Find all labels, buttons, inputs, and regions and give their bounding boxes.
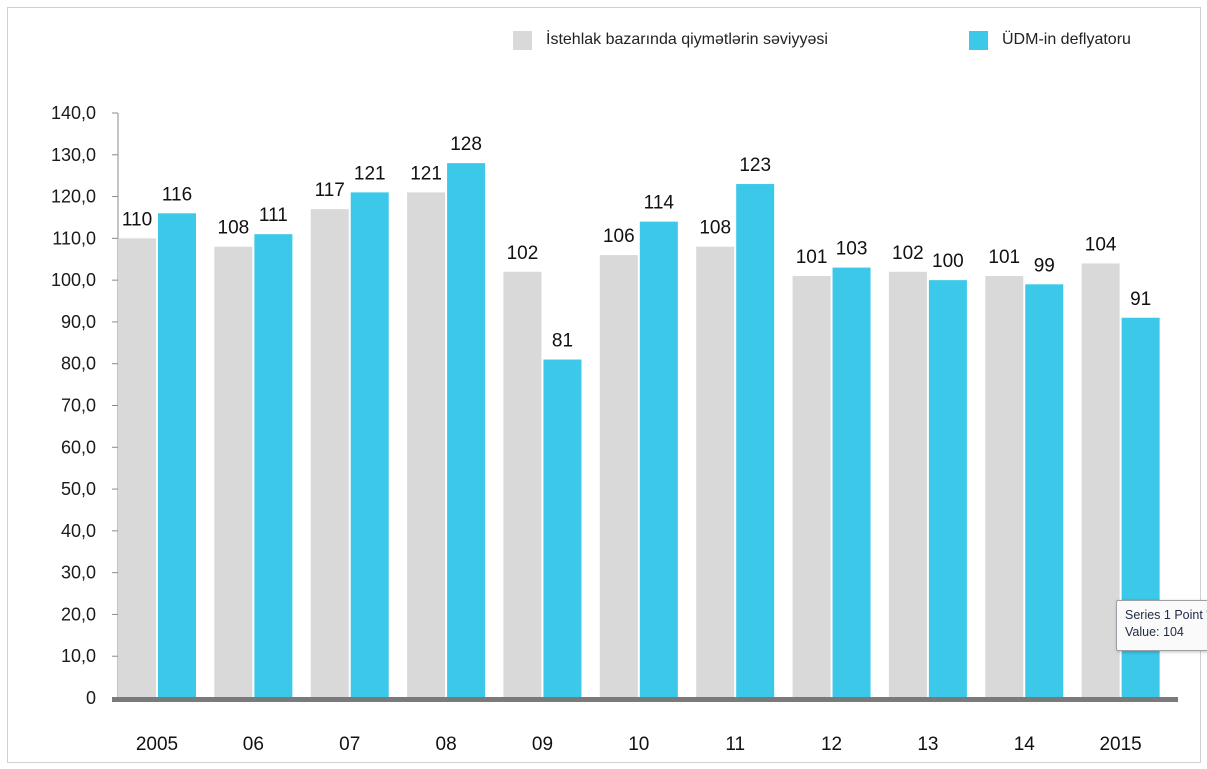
bar-series-2[interactable] <box>928 280 967 698</box>
y-tick-label: 40,0 <box>61 521 96 541</box>
data-label-series-1: 108 <box>699 218 731 239</box>
data-label-series-2: 116 <box>162 184 192 205</box>
bar-series-2[interactable] <box>350 192 389 698</box>
y-tick-label: 100,0 <box>51 270 96 290</box>
y-tick-label: 70,0 <box>61 396 96 416</box>
tooltip-value: Value: 104 <box>1125 625 1184 639</box>
y-tick-label: 80,0 <box>61 354 96 374</box>
data-label-series-1: 110 <box>122 209 152 230</box>
x-tick-label: 06 <box>243 734 264 755</box>
data-label-series-2: 114 <box>644 193 675 214</box>
legend-swatch-series-1 <box>513 30 532 50</box>
y-tick-label: 60,0 <box>61 437 96 457</box>
tooltip-series-point: Series 1 Point "2015" <box>1125 608 1207 622</box>
bar-series-1[interactable] <box>310 209 349 698</box>
bar-series-1[interactable] <box>792 275 831 698</box>
x-tick-label: 2005 <box>136 734 178 755</box>
bar-series-1[interactable] <box>503 271 542 698</box>
legend-item-series-1[interactable]: İstehlak bazarında qiymətlərin səviyyəsi <box>513 28 828 52</box>
y-tick-label: 30,0 <box>61 563 96 583</box>
bar-series-1[interactable] <box>599 255 638 699</box>
bar-series-2[interactable] <box>736 184 775 699</box>
data-label-series-1: 102 <box>507 243 539 264</box>
x-axis-line <box>112 697 1178 702</box>
bar-series-2[interactable] <box>639 221 678 698</box>
legend-label-series-2: ÜDM-in deflyatoru <box>1002 31 1131 48</box>
y-tick-label: 130,0 <box>51 145 96 165</box>
y-tick-label: 90,0 <box>61 312 96 332</box>
bar-series-2[interactable] <box>543 359 582 698</box>
bar-series-1[interactable] <box>214 246 253 698</box>
data-label-series-2: 99 <box>1034 255 1055 276</box>
x-tick-label: 12 <box>821 734 842 755</box>
bar-series-2[interactable] <box>447 163 486 699</box>
bar-series-1[interactable] <box>407 192 446 698</box>
x-tick-label: 08 <box>436 734 457 755</box>
bar-series-1[interactable] <box>118 238 156 698</box>
data-label-series-1: 104 <box>1085 234 1117 255</box>
bar-series-1[interactable] <box>888 271 927 698</box>
y-tick-label: 10,0 <box>61 646 96 666</box>
y-tick-label: 110,0 <box>52 228 96 248</box>
y-tick-label: 0 <box>86 688 96 708</box>
data-label-series-2: 103 <box>836 239 868 260</box>
data-label-series-1: 101 <box>796 247 828 268</box>
bar-series-2[interactable] <box>158 213 196 699</box>
data-label-series-2: 91 <box>1130 289 1151 310</box>
y-tick-label: 120,0 <box>51 187 96 207</box>
legend-label-series-1: İstehlak bazarında qiymətlərin səviyyəsi <box>546 31 828 48</box>
bar-series-2[interactable] <box>1025 284 1064 698</box>
data-label-series-2: 111 <box>259 205 288 226</box>
legend-item-series-2[interactable]: ÜDM-in deflyatoru <box>969 28 1131 52</box>
data-label-series-1: 101 <box>988 247 1020 268</box>
x-axis: 2005 06 07 08 09 10 11 12 13 14 2015 <box>112 697 1178 755</box>
data-label-series-1: 106 <box>603 226 635 247</box>
y-axis: 0 10,0 20,0 30,0 40,0 50,0 60,0 70,0 80,0 90,0 100… <box>51 103 119 708</box>
x-tick-label: 11 <box>725 734 745 755</box>
x-tick-label: 13 <box>917 734 938 755</box>
bars <box>118 163 1160 699</box>
legend-swatch-series-2 <box>969 30 988 50</box>
x-tick-label: 14 <box>1014 734 1036 755</box>
data-label-series-1: 121 <box>410 163 442 184</box>
x-tick-label: 2015 <box>1099 734 1141 755</box>
data-label-series-1: 108 <box>218 218 250 239</box>
data-label-series-2: 81 <box>552 331 573 352</box>
x-tick-label: 10 <box>628 734 649 755</box>
x-tick-label: 07 <box>339 734 360 755</box>
data-point-tooltip: Series 1 Point "2015" Value: 104 <box>1116 600 1207 651</box>
bar-series-1[interactable] <box>1081 263 1120 698</box>
data-label-series-2: 123 <box>739 155 771 176</box>
data-label-series-1: 117 <box>315 180 345 201</box>
y-tick-label: 50,0 <box>61 479 96 499</box>
data-labels: 110 116 108 111 117 121 121 128 102 81 106 114 108 12… <box>122 134 1151 351</box>
x-tick-label: 09 <box>532 734 553 755</box>
bar-series-2[interactable] <box>254 234 293 698</box>
y-tick-label: 20,0 <box>61 604 96 624</box>
data-label-series-2: 121 <box>354 163 386 184</box>
bar-series-2[interactable] <box>832 267 871 698</box>
y-tick-label: 140,0 <box>51 103 96 123</box>
data-label-series-1: 102 <box>892 243 924 264</box>
data-label-series-2: 128 <box>450 134 482 155</box>
data-label-series-2: 100 <box>932 251 964 272</box>
bar-series-1[interactable] <box>985 275 1024 698</box>
bar-series-1[interactable] <box>696 246 735 698</box>
